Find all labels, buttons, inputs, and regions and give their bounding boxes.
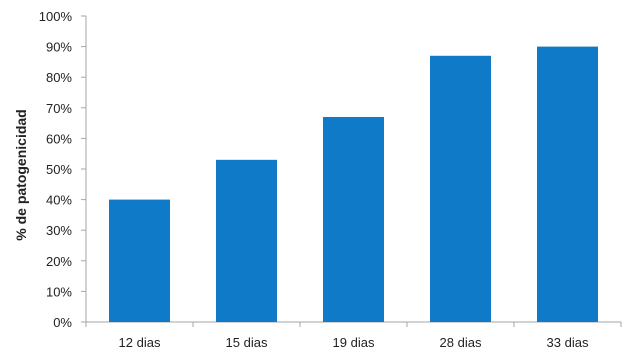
bars (109, 46, 598, 322)
y-tick-label: 70% (46, 101, 72, 116)
bar (323, 116, 384, 322)
y-tick-label: 40% (46, 193, 72, 208)
x-tick-label: 33 dias (547, 335, 589, 350)
y-axis-title: % de patogenicidad (13, 109, 29, 240)
x-tick-label: 12 dias (119, 335, 161, 350)
y-tick-label: 10% (46, 284, 72, 299)
y-tick-label: 50% (46, 162, 72, 177)
y-tick-label: 100% (39, 9, 73, 24)
y-axis: 0% 10% 20% 30% 40% 50% 60% 70% 80% 90% 100% (39, 9, 87, 330)
x-tick-label: 28 dias (440, 335, 482, 350)
y-tick-label: 20% (46, 254, 72, 269)
y-tick-label: 30% (46, 223, 72, 238)
x-tick-label: 15 dias (226, 335, 268, 350)
bar (537, 46, 598, 322)
y-tick-label: 0% (53, 315, 72, 330)
y-tick-label: 90% (46, 40, 72, 55)
y-tick-label: 80% (46, 70, 72, 85)
bar (216, 159, 277, 322)
x-tick-label: 19 dias (333, 335, 375, 350)
x-axis: 12 dias 15 dias 19 dias 28 dias 33 dias (85, 321, 622, 350)
y-tick-label: 60% (46, 131, 72, 146)
bar (430, 55, 491, 322)
bar (109, 199, 170, 322)
